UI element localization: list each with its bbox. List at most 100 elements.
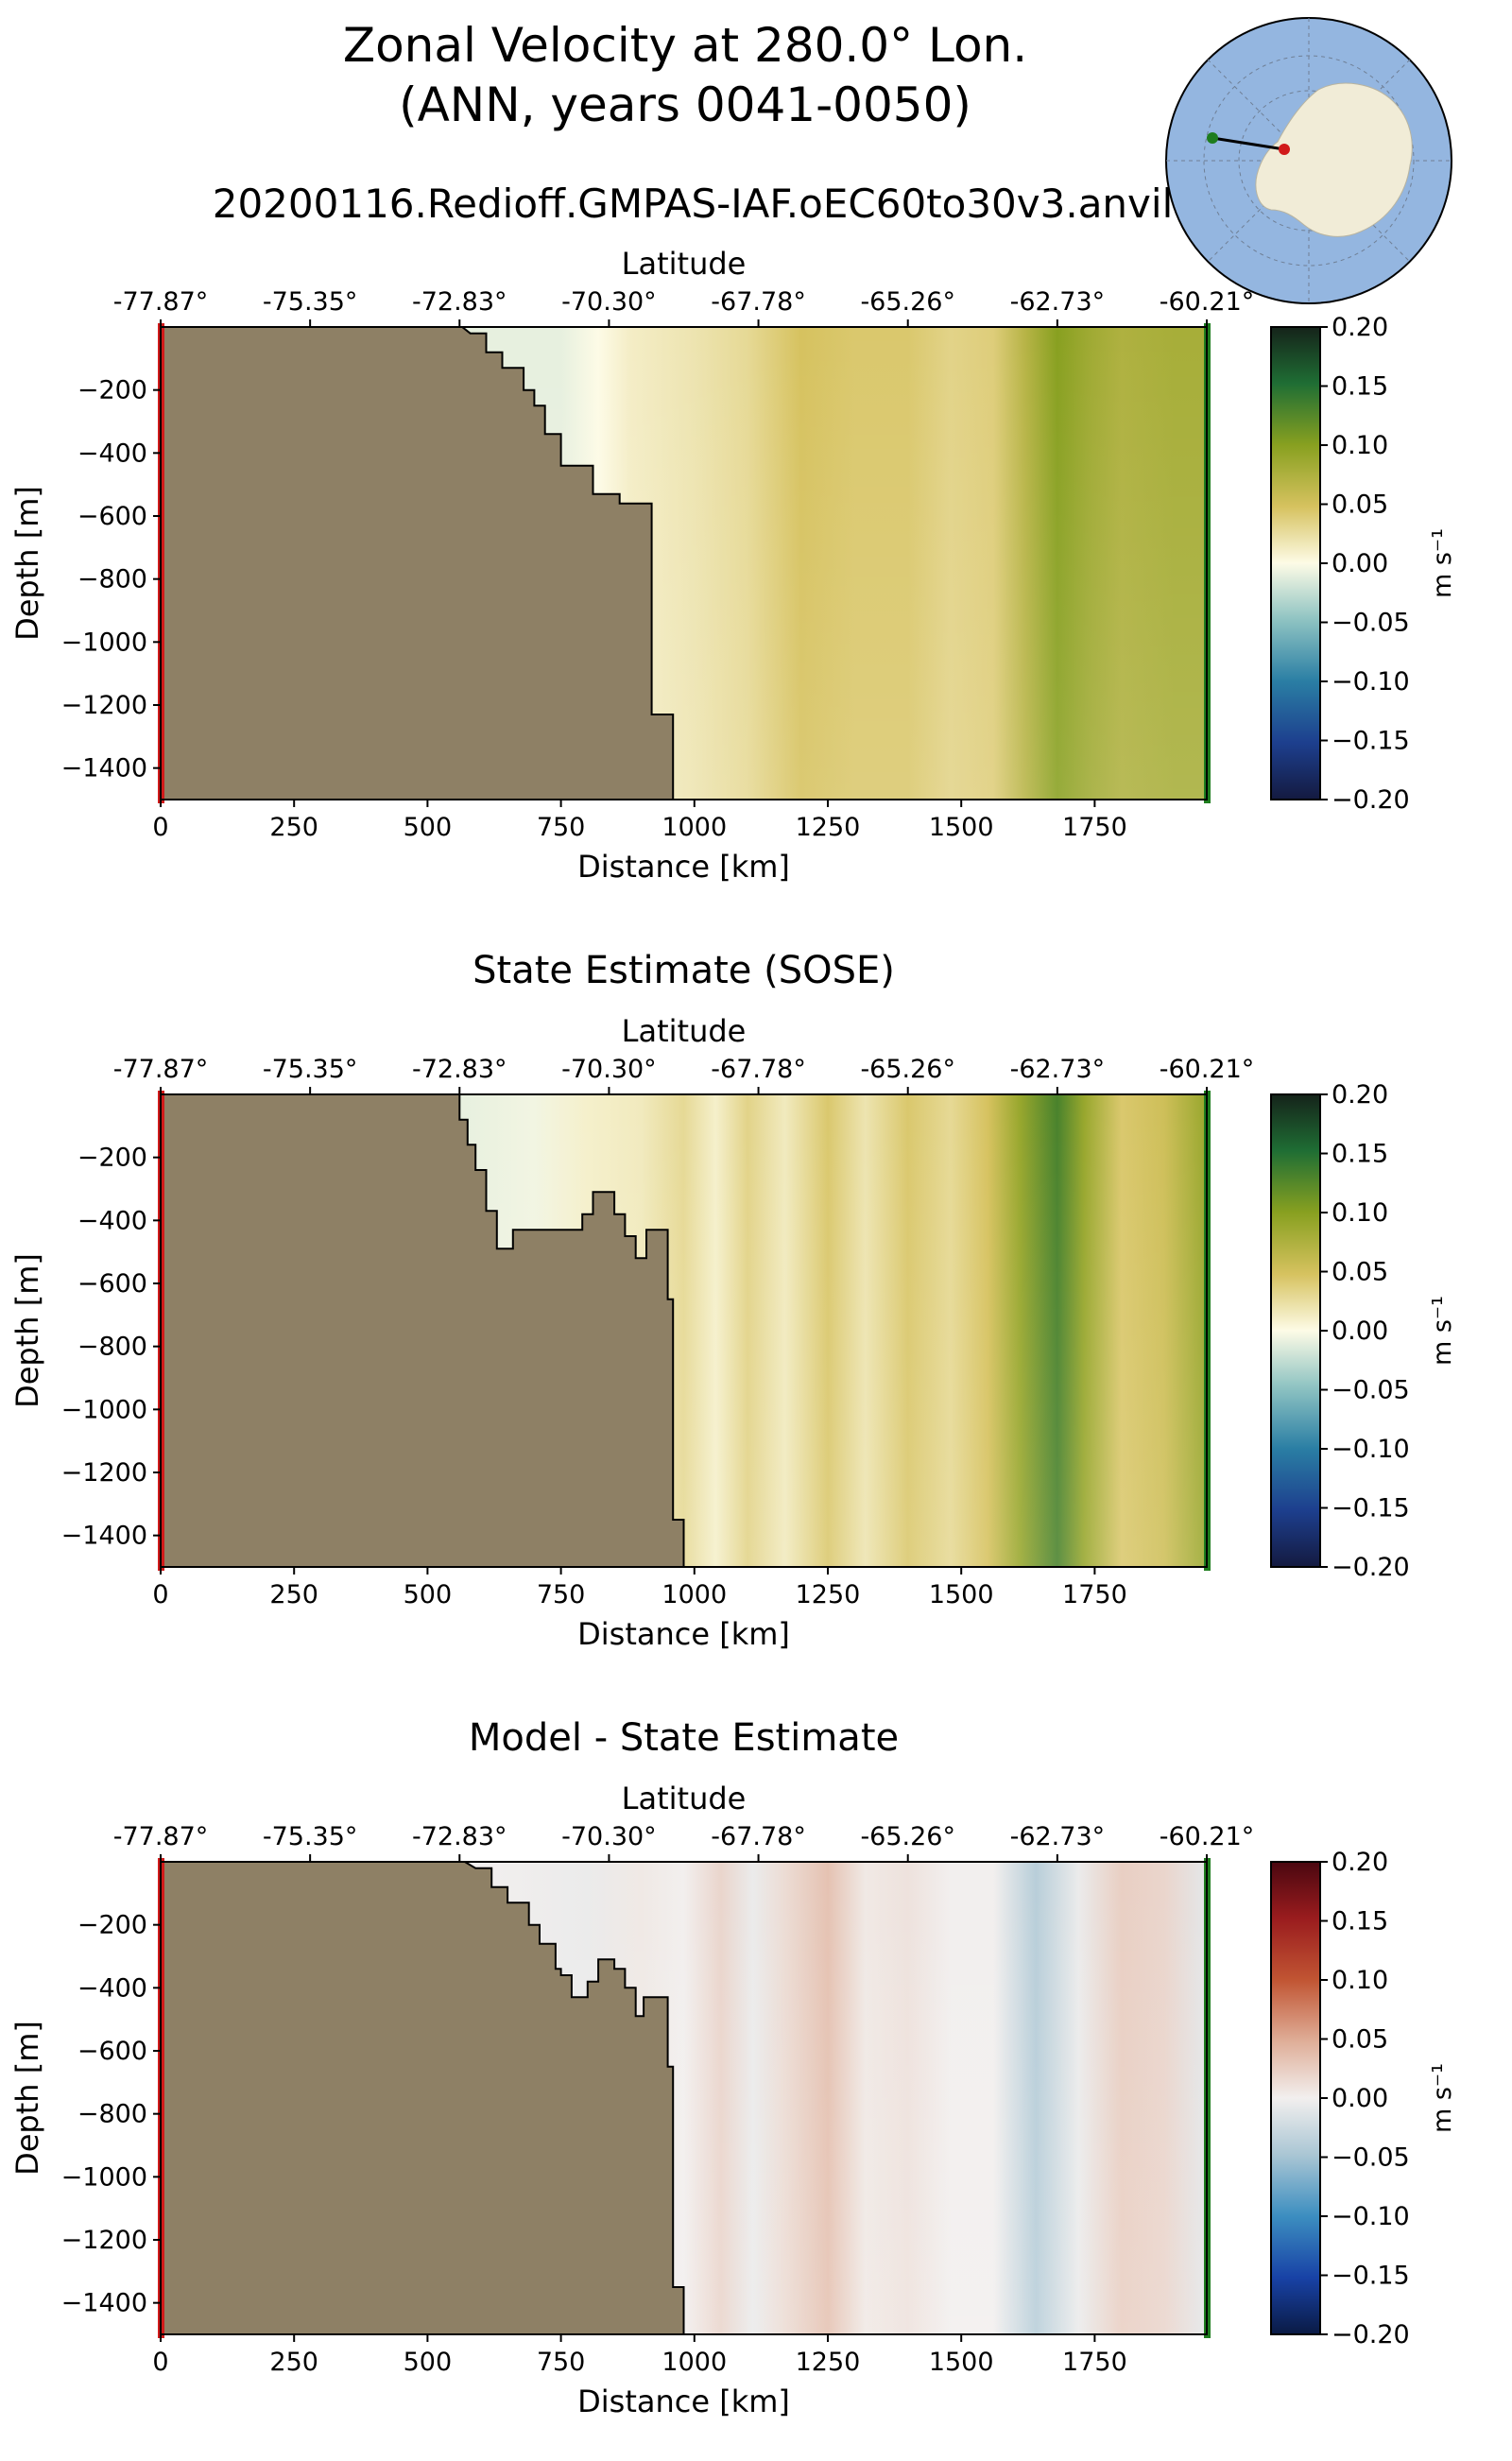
colorbar-tick-label: 0.05 [1332,2025,1388,2055]
colorbar-tick-label: −0.15 [1332,2262,1410,2291]
y-tick-label: −1200 [61,1458,147,1488]
latitude-tick-label: -67.78° [711,287,806,317]
antarctica-landmass [1255,82,1413,237]
colorbar-tick-label: 0.05 [1332,1258,1388,1287]
colorbar-tick-label: −0.15 [1332,727,1410,756]
figure-subtitle: 20200116.Redioff.GMPAS-IAF.oEC60to30v3.a… [213,181,1174,227]
colorbar-tick-label: 0.20 [1332,1848,1388,1877]
latitude-tick-label: -72.83° [412,287,507,317]
y-tick-label: −200 [77,1144,147,1173]
y-tick-label: −1400 [61,754,147,783]
latitude-tick-label: -77.87° [113,287,209,317]
y-tick-label: −600 [77,1269,147,1299]
y-tick-label: −1400 [61,1522,147,1551]
y-axis-label: Depth [m] [9,2021,45,2176]
latitude-axis-label: Latitude [622,1013,747,1049]
colorbar-label: m s⁻¹ [1428,1296,1457,1366]
x-tick-label: 500 [404,813,453,842]
x-tick-label: 250 [269,1580,318,1609]
x-tick-label: 0 [152,2348,168,2377]
colorbar: 0.20 0.15 0.10 0.05 0.00 −0.05 −0.10 −0.15 −0.20… [1270,1080,1457,1582]
y-tick-label: −1000 [61,628,147,657]
plot-frame [160,1093,1208,1568]
latitude-tick-label: -62.73° [1010,287,1106,317]
latitude-tick-label: -75.35° [263,1822,358,1851]
colorbar-tick-label: −0.05 [1332,1376,1410,1405]
figure-title-line2: (ANN, years 0041-0050) [399,77,971,132]
x-tick-label: 500 [404,2348,453,2377]
x-tick-label: 1250 [796,2348,861,2377]
x-tick-label: 750 [537,813,586,842]
y-tick-label: −1000 [61,2162,147,2192]
panel-title: Model - State Estimate [469,1716,899,1760]
colorbar-tick-label: 0.15 [1332,372,1388,402]
colorbar-tick-label: 0.00 [1332,1317,1388,1346]
latitude-tick-label: -77.87° [113,1822,209,1851]
colorbar-label: m s⁻¹ [1428,528,1457,598]
x-tick-label: 1250 [796,1580,861,1609]
y-tick-label: −1200 [61,691,147,720]
latitude-tick-label: -70.30° [561,1055,657,1084]
seafloor-bathymetry [160,1861,685,2335]
panel-2: State Estimate (SOSE) 0 250 500 750 1000 1250 1… [9,949,1457,1652]
y-tick-label: −1200 [61,2226,147,2255]
colorbar-tick-label: −0.05 [1332,609,1410,638]
latitude-axis-label: Latitude [622,246,747,282]
latitude-tick-label: -60.21° [1160,287,1255,317]
colorbar-tick-label: 0.20 [1332,313,1388,342]
latitude-tick-label: -75.35° [263,287,358,317]
x-tick-label: 1750 [1062,2348,1127,2377]
colorbar-tick-label: −0.20 [1332,785,1410,815]
colorbar-tick-label: −0.05 [1332,2143,1410,2173]
plot-frame [160,1861,1208,2335]
x-tick-label: 1500 [929,813,994,842]
latitude-tick-label: -72.83° [412,1822,507,1851]
latitude-tick-label: -70.30° [561,287,657,317]
section-end-marker-green [1207,132,1218,144]
seafloor-bathymetry [160,1093,685,1568]
latitude-tick-label: -70.30° [561,1822,657,1851]
x-axis-label: Distance [km] [577,2384,790,2419]
x-tick-label: 1250 [796,813,861,842]
y-tick-label: −800 [77,1333,147,1362]
colorbar-tick-label: −0.15 [1332,1494,1410,1523]
y-tick-label: −1000 [61,1395,147,1424]
y-tick-label: −600 [77,502,147,531]
colorbar-tick-label: 0.15 [1332,1140,1388,1169]
colorbar-tick-label: 0.10 [1332,431,1388,460]
figure-title-line1: Zonal Velocity at 280.0° Lon. [343,18,1027,73]
colorbar-tick-label: 0.00 [1332,2084,1388,2113]
colorbar-tick-label: 0.20 [1332,1080,1388,1110]
latitude-tick-label: -72.83° [412,1055,507,1084]
x-tick-label: 1000 [662,813,727,842]
colorbar-tick-label: −0.20 [1332,2320,1410,2349]
x-tick-label: 1750 [1062,813,1127,842]
y-axis-label: Depth [m] [9,486,45,641]
y-tick-label: −400 [77,1206,147,1235]
colorbar-scale [1270,326,1321,800]
colorbar-tick-label: −0.20 [1332,1553,1410,1582]
x-tick-label: 1000 [662,2348,727,2377]
colorbar-tick-label: −0.10 [1332,667,1410,697]
x-tick-label: 1500 [929,1580,994,1609]
colorbar-tick-label: 0.10 [1332,1966,1388,1995]
x-tick-label: 1750 [1062,1580,1127,1609]
antarctica-inset-map [1165,17,1452,304]
y-tick-label: −800 [77,2100,147,2129]
colorbar-tick-label: 0.10 [1332,1198,1388,1228]
y-tick-label: −400 [77,439,147,468]
y-tick-label: −800 [77,565,147,594]
latitude-tick-label: -65.26° [860,287,955,317]
x-tick-label: 750 [537,1580,586,1609]
latitude-tick-label: -67.78° [711,1822,806,1851]
panels: 0 250 500 750 1000 1250 1500 1750 Distance [km] -… [9,246,1457,2419]
y-tick-label: −200 [77,1911,147,1940]
seafloor-bathymetry [160,326,675,800]
colorbar: 0.20 0.15 0.10 0.05 0.00 −0.05 −0.10 −0.15 −0.20… [1270,313,1457,815]
section-start-marker-red [1279,144,1290,155]
colorbar-label: m s⁻¹ [1428,2063,1457,2133]
colorbar-tick-label: 0.00 [1332,549,1388,578]
x-axis-label: Distance [km] [577,1616,790,1652]
x-tick-label: 250 [269,2348,318,2377]
